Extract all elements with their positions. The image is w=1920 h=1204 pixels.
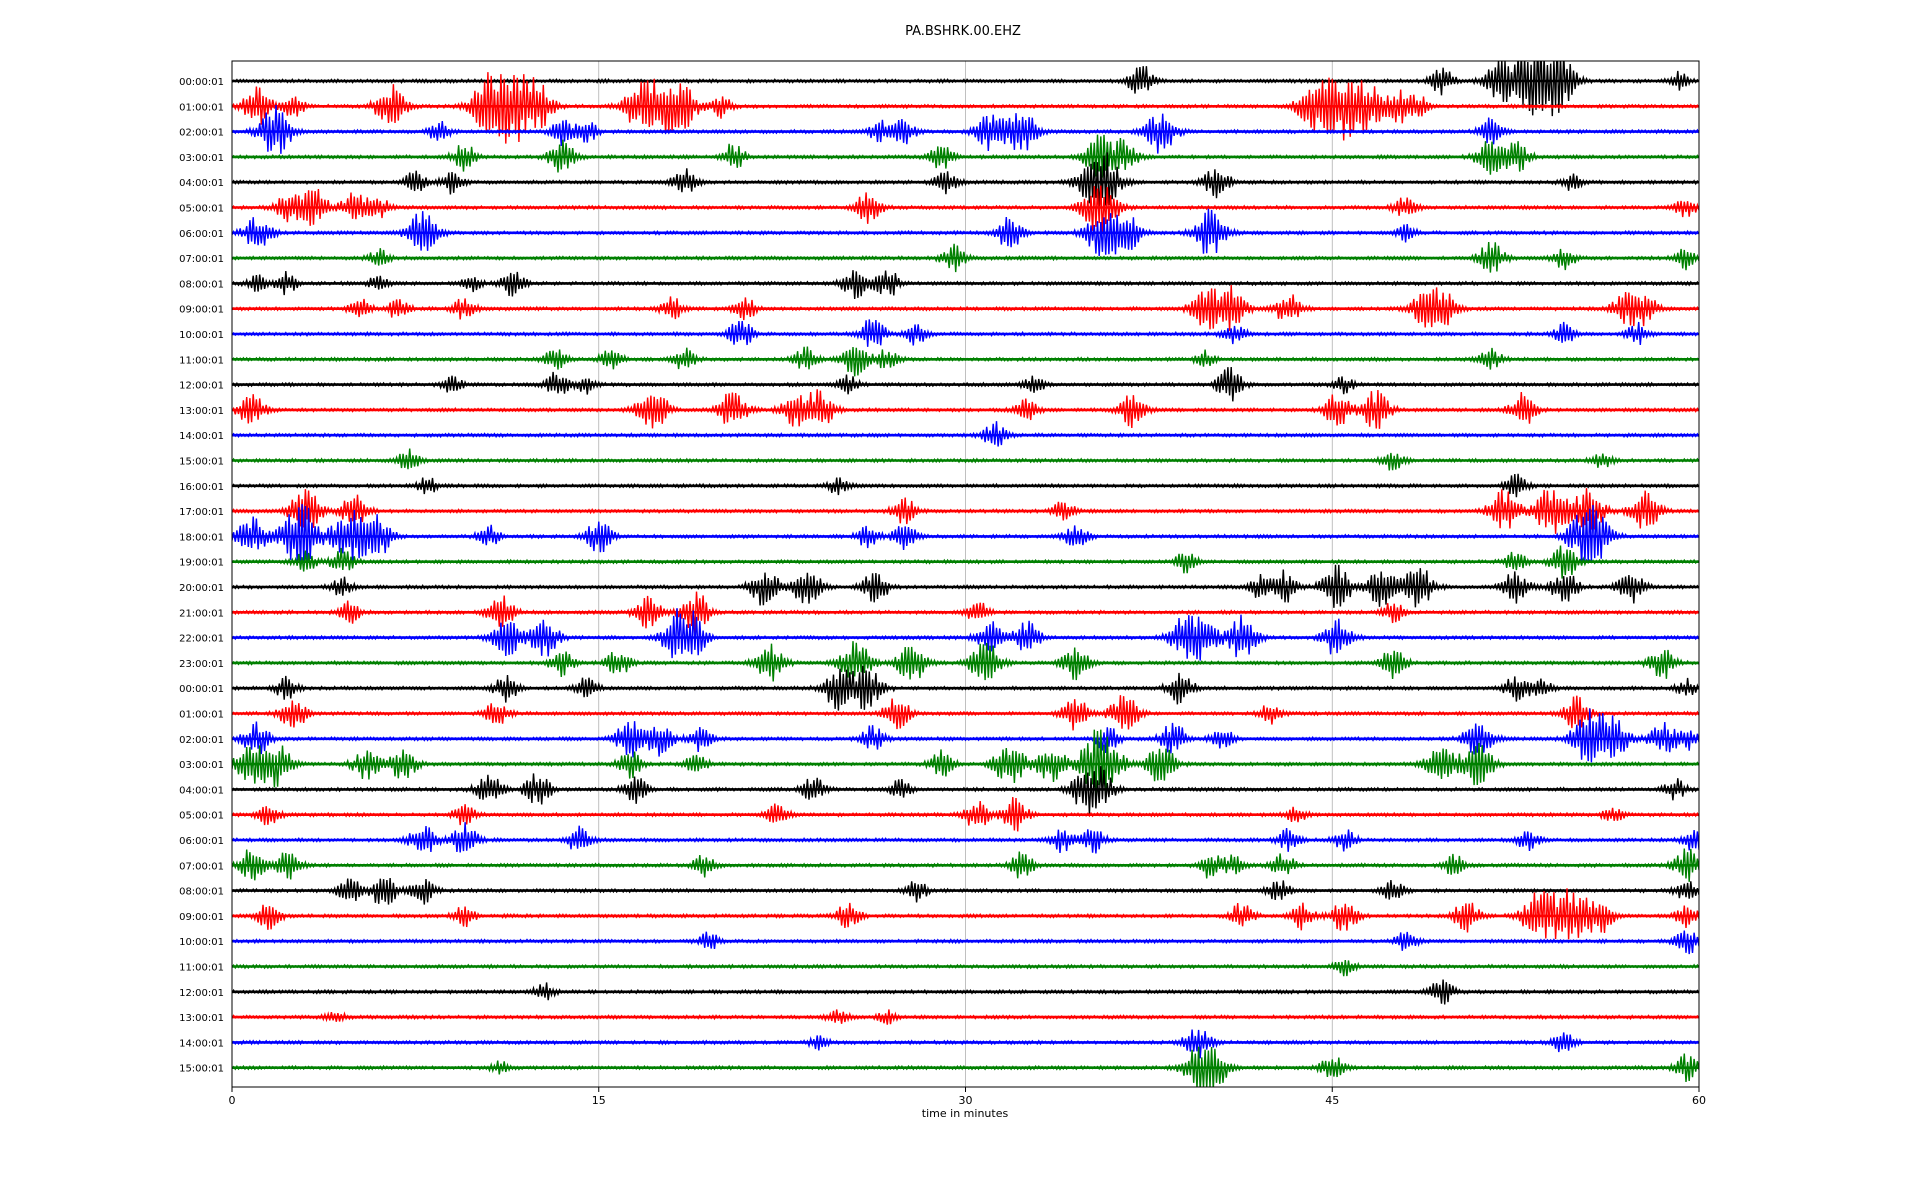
row-time-label: 11:00:01 bbox=[179, 355, 224, 366]
row-time-label: 14:00:01 bbox=[179, 431, 224, 442]
row-time-label: 00:00:01 bbox=[179, 77, 224, 88]
x-axis-ticks: 0 15 30 45 60 bbox=[229, 1087, 1706, 1107]
chart-title: PA.BSHRK.00.EHZ bbox=[905, 24, 1021, 39]
row-time-label: 11:00:01 bbox=[179, 963, 224, 974]
row-label-group: 00:00:01 01:00:01 02:00:01 03:00:01 04:00:01… bbox=[179, 77, 224, 1075]
row-time-label: 12:00:01 bbox=[179, 381, 224, 392]
row-time-label: 09:00:01 bbox=[179, 305, 224, 316]
row-time-label: 03:00:01 bbox=[179, 153, 224, 164]
row-time-label: 12:00:01 bbox=[179, 988, 224, 999]
row-time-label: 01:00:01 bbox=[179, 102, 224, 113]
x-tick-label: 45 bbox=[1325, 1094, 1339, 1107]
row-time-label: 06:00:01 bbox=[179, 229, 224, 240]
row-time-label: 03:00:01 bbox=[179, 760, 224, 771]
row-time-label: 06:00:01 bbox=[179, 836, 224, 847]
row-time-label: 08:00:01 bbox=[179, 887, 224, 898]
row-time-label: 10:00:01 bbox=[179, 330, 224, 341]
row-time-label: 14:00:01 bbox=[179, 1038, 224, 1049]
x-tick-label: 60 bbox=[1692, 1094, 1706, 1107]
row-time-label: 08:00:01 bbox=[179, 279, 224, 290]
row-time-label: 22:00:01 bbox=[179, 634, 224, 645]
row-time-label: 18:00:01 bbox=[179, 532, 224, 543]
row-time-label: 13:00:01 bbox=[179, 1013, 224, 1024]
x-tick-label: 15 bbox=[592, 1094, 606, 1107]
row-time-label: 15:00:01 bbox=[179, 1064, 224, 1075]
row-time-label: 01:00:01 bbox=[179, 710, 224, 721]
row-time-label: 09:00:01 bbox=[179, 912, 224, 923]
row-time-label: 07:00:01 bbox=[179, 254, 224, 265]
x-tick-label: 30 bbox=[959, 1094, 973, 1107]
vertical-grid bbox=[598, 61, 1333, 1087]
row-time-label: 07:00:01 bbox=[179, 861, 224, 872]
row-time-label: 17:00:01 bbox=[179, 507, 224, 518]
row-time-label: 19:00:01 bbox=[179, 558, 224, 569]
row-time-label: 21:00:01 bbox=[179, 608, 224, 619]
row-time-label: 00:00:01 bbox=[179, 684, 224, 695]
row-time-label: 05:00:01 bbox=[179, 204, 224, 215]
row-time-label: 23:00:01 bbox=[179, 659, 224, 670]
row-time-label: 04:00:01 bbox=[179, 785, 224, 796]
x-axis-label: time in minutes bbox=[922, 1107, 1009, 1120]
seismic-trace bbox=[232, 185, 1699, 233]
trace-group bbox=[232, 61, 1699, 1087]
row-time-label: 02:00:01 bbox=[179, 735, 224, 746]
row-time-label: 15:00:01 bbox=[179, 457, 224, 468]
x-tick-label: 0 bbox=[229, 1094, 236, 1107]
row-time-label: 04:00:01 bbox=[179, 178, 224, 189]
row-time-label: 05:00:01 bbox=[179, 811, 224, 822]
row-time-label: 02:00:01 bbox=[179, 128, 224, 139]
row-time-label: 10:00:01 bbox=[179, 937, 224, 948]
row-time-label: 13:00:01 bbox=[179, 406, 224, 417]
row-time-label: 20:00:01 bbox=[179, 583, 224, 594]
row-time-label: 16:00:01 bbox=[179, 482, 224, 493]
